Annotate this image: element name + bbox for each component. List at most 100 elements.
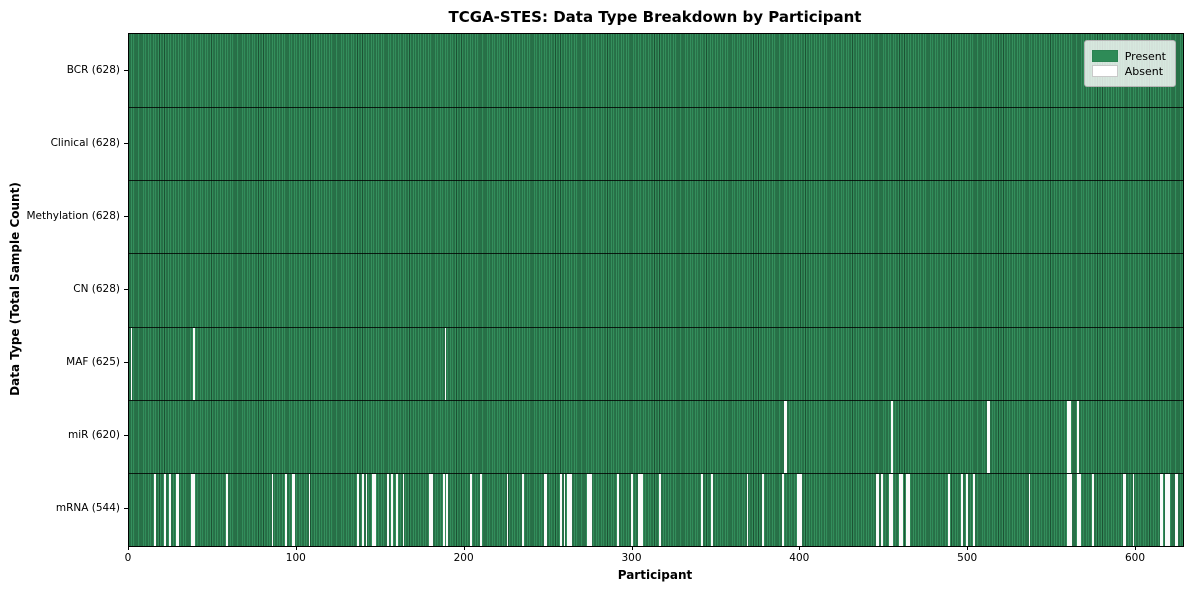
absent-stripe bbox=[506, 473, 509, 546]
legend-item-present: Present bbox=[1091, 50, 1166, 62]
absent-stripe bbox=[711, 473, 714, 546]
absent-stripe bbox=[570, 473, 573, 546]
absent-stripe bbox=[961, 473, 964, 546]
absent-stripe bbox=[130, 327, 133, 400]
absent-stripe bbox=[390, 473, 393, 546]
absent-stripe bbox=[291, 473, 294, 546]
absent-stripe bbox=[875, 473, 878, 546]
absent-stripe bbox=[587, 473, 589, 546]
absent-stripe bbox=[1077, 473, 1080, 546]
absent-stripe bbox=[444, 327, 447, 400]
absent-stripe bbox=[293, 473, 296, 546]
ytick-label-mRNA: mRNA (544) bbox=[55, 502, 120, 515]
ytick-label-MAF: MAF (625) bbox=[66, 356, 120, 369]
absent-stripe bbox=[372, 473, 375, 546]
xtick-mark bbox=[295, 546, 297, 550]
absent-stripe bbox=[192, 473, 195, 546]
absent-stripe bbox=[783, 400, 786, 473]
xtick-label: 200 bbox=[453, 552, 474, 564]
absent-stripe bbox=[177, 473, 180, 546]
xtick-label: 300 bbox=[621, 552, 642, 564]
absent-stripe bbox=[271, 473, 274, 546]
absent-stripe bbox=[402, 473, 405, 546]
absent-stripe bbox=[387, 473, 390, 546]
absent-stripe bbox=[429, 473, 432, 546]
absent-stripe bbox=[800, 473, 803, 546]
absent-stripe bbox=[374, 473, 376, 546]
absent-stripe bbox=[543, 473, 546, 546]
absent-stripe bbox=[479, 473, 482, 546]
absent-stripe bbox=[1067, 473, 1069, 546]
absent-stripe bbox=[1176, 473, 1179, 546]
absent-stripe bbox=[395, 473, 398, 546]
absent-stripe bbox=[285, 473, 287, 546]
xtick-label: 400 bbox=[789, 552, 810, 564]
ytick-mark bbox=[124, 215, 128, 217]
absent-stripe bbox=[365, 473, 368, 546]
absent-stripe bbox=[899, 473, 902, 546]
absent-stripe bbox=[640, 473, 643, 546]
absent-stripe bbox=[1161, 473, 1163, 546]
absent-stripe bbox=[701, 473, 704, 546]
absent-stripe bbox=[169, 473, 172, 546]
absent-stripe bbox=[567, 473, 569, 546]
absent-stripe bbox=[431, 473, 433, 546]
absent-stripe bbox=[446, 473, 448, 546]
absent-stripe bbox=[590, 473, 593, 546]
absent-stripe bbox=[191, 473, 193, 546]
absent-stripe bbox=[973, 473, 975, 546]
absent-stripe bbox=[639, 473, 641, 546]
absent-stripe bbox=[357, 473, 360, 546]
absent-stripe bbox=[877, 473, 880, 546]
absent-stripe bbox=[1070, 473, 1073, 546]
absent-stripe bbox=[469, 473, 472, 546]
absent-stripe bbox=[1174, 473, 1177, 546]
ytick-label-Methylation: Methylation (628) bbox=[26, 209, 120, 222]
absent-stripe bbox=[785, 400, 788, 473]
absent-stripe bbox=[889, 473, 892, 546]
absent-stripe bbox=[588, 473, 591, 546]
absent-stripe bbox=[442, 473, 445, 546]
absent-stripe bbox=[1132, 473, 1135, 546]
xtick-mark bbox=[463, 546, 465, 550]
legend: Present Absent bbox=[1083, 40, 1176, 87]
absent-stripe bbox=[901, 473, 903, 546]
absent-stripe bbox=[907, 473, 910, 546]
row-band-miR bbox=[129, 399, 1183, 473]
row-band-BCR bbox=[129, 34, 1183, 108]
absent-stripe bbox=[362, 473, 365, 546]
row-band-mRNA bbox=[129, 472, 1183, 546]
row-divider bbox=[129, 399, 1183, 401]
absent-stripe bbox=[1166, 473, 1168, 546]
absent-stripe bbox=[1167, 473, 1170, 546]
ytick-mark bbox=[124, 435, 128, 437]
absent-stripe bbox=[1067, 400, 1069, 473]
xtick-label: 0 bbox=[124, 552, 132, 564]
row-band-Methylation bbox=[129, 180, 1183, 254]
absent-stripe bbox=[906, 473, 908, 546]
absent-stripe bbox=[560, 473, 563, 546]
absent-stripe bbox=[1028, 473, 1031, 546]
absent-stripe bbox=[630, 473, 633, 546]
ytick-mark bbox=[124, 362, 128, 364]
absent-stripe bbox=[880, 473, 883, 546]
ytick-mark bbox=[124, 142, 128, 144]
legend-item-absent: Absent bbox=[1091, 65, 1166, 77]
absent-stripe bbox=[545, 473, 548, 546]
row-band-CN bbox=[129, 253, 1183, 327]
absent-stripe bbox=[986, 400, 989, 473]
absent-stripe bbox=[308, 473, 311, 546]
absent-stripe bbox=[988, 400, 991, 473]
row-divider bbox=[129, 472, 1183, 474]
absent-stripe bbox=[1092, 473, 1095, 546]
xtick-mark bbox=[967, 546, 969, 550]
row-divider bbox=[129, 326, 1183, 328]
absent-stripe bbox=[521, 473, 524, 546]
absent-stripe bbox=[617, 473, 620, 546]
row-divider bbox=[129, 107, 1183, 109]
row-divider bbox=[129, 253, 1183, 255]
row-band-Clinical bbox=[129, 107, 1183, 181]
xtick-mark bbox=[128, 546, 129, 550]
absent-stripe bbox=[1159, 473, 1162, 546]
